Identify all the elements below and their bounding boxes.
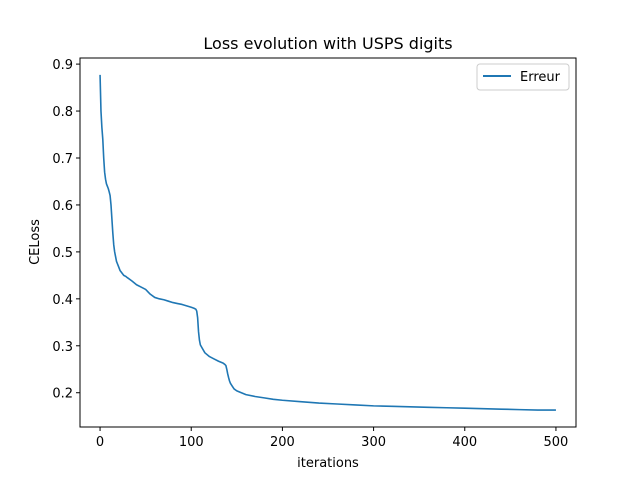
x-tick-label: 100	[179, 435, 204, 450]
x-tick-label: 300	[361, 435, 386, 450]
y-tick-label: 0.5	[52, 246, 73, 261]
legend-label-erreur: Erreur	[520, 70, 561, 85]
ticks-layer: 0 100 200 300 400 500 0.2 0.3 0.4 0.5 0.6 0.7 0.8 0.9	[52, 58, 568, 450]
x-tick-label: 200	[270, 435, 295, 450]
plot-frame	[79, 57, 577, 428]
x-tick-label: 0	[96, 435, 104, 450]
legend: Erreur	[476, 63, 570, 91]
chart-title: Loss evolution with USPS digits	[203, 34, 452, 53]
plot-layer	[99, 74, 556, 411]
y-tick-label: 0.4	[52, 293, 73, 308]
legend-box	[476, 63, 570, 91]
y-tick-label: 0.3	[52, 340, 73, 355]
y-tick-label: 0.8	[52, 105, 73, 120]
y-tick-label: 0.9	[52, 58, 73, 73]
y-tick-label: 0.7	[52, 152, 73, 167]
y-tick-label: 0.2	[52, 387, 73, 402]
x-tick-label: 500	[544, 435, 569, 450]
series-line-erreur	[99, 74, 556, 411]
x-tick-label: 400	[452, 435, 477, 450]
y-axis-label: CELoss	[28, 219, 43, 265]
y-tick-label: 0.6	[52, 199, 73, 214]
x-axis-label: iterations	[297, 456, 359, 471]
